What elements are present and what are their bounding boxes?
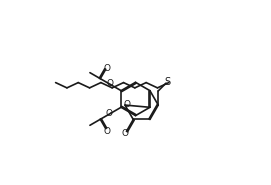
Text: O: O xyxy=(106,109,113,118)
Text: O: O xyxy=(104,64,111,73)
Text: O: O xyxy=(122,129,129,138)
Text: S: S xyxy=(164,77,170,87)
Text: O: O xyxy=(107,79,114,88)
Text: O: O xyxy=(103,127,110,136)
Text: O: O xyxy=(124,100,131,109)
